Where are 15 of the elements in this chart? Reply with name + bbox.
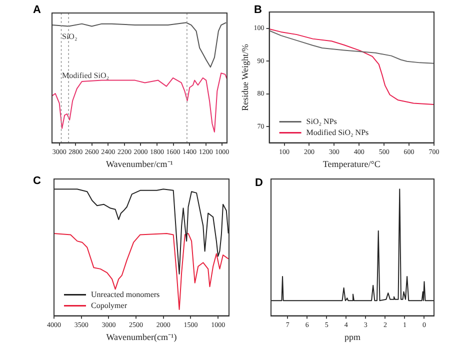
- chart-title: D: [255, 177, 263, 189]
- series-label: SiO₂: [62, 32, 78, 42]
- x-axis-title: Temperature/°C: [322, 158, 380, 169]
- series-label: Modified SiO₂: [62, 70, 110, 80]
- chart-title: B: [254, 4, 262, 16]
- legend-label: Unreacted monomers: [91, 290, 160, 299]
- legend-label: Modified SiO₂ NPs: [306, 128, 369, 137]
- legend-label: Copolymer: [91, 300, 128, 310]
- chart-title: A: [33, 4, 41, 16]
- legend-label: SiO₂ NPs: [306, 116, 337, 126]
- x-axis-title: Wavenumber/cm⁻¹: [106, 158, 174, 169]
- chart-title: C: [33, 175, 41, 187]
- x-axis-title: Wavenumber(cm⁻¹): [106, 332, 177, 342]
- x-axis-title: ppm: [344, 332, 361, 342]
- y-axis-title: Residue Weight/%: [240, 43, 250, 111]
